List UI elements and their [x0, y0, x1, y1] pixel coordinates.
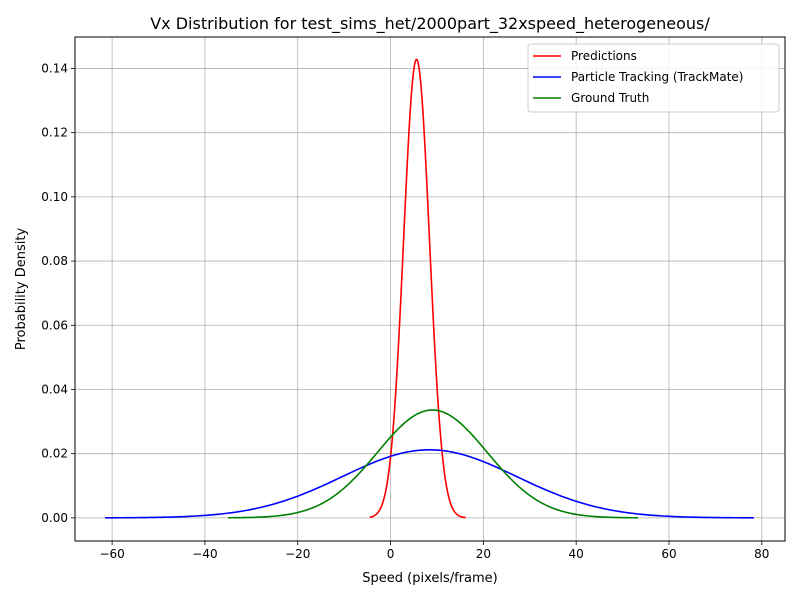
x-axis-ticks: −60 −40 −20 0 20 40 60 80: [99, 541, 769, 561]
y-tick-label: 0.00: [41, 511, 68, 525]
series-line-ground-truth: [228, 409, 638, 519]
x-axis-label: Speed (pixels/frame): [362, 571, 498, 586]
chart-title: Vx Distribution for test_sims_het/2000pa…: [150, 14, 710, 34]
y-tick-label: 0.04: [41, 382, 68, 396]
x-tick-label: −60: [99, 547, 124, 561]
x-tick-label: 0: [387, 547, 395, 561]
legend: Predictions Particle Tracking (TrackMate)…: [527, 43, 780, 113]
plot-area: [75, 37, 785, 541]
y-tick-label: 0.02: [41, 447, 68, 461]
legend-box: [527, 43, 780, 113]
y-tick-label: 0.10: [41, 190, 68, 204]
x-tick-label: −40: [192, 547, 217, 561]
x-tick-label: 20: [476, 547, 491, 561]
series-line-predictions: [369, 58, 466, 519]
y-tick-label: 0.12: [41, 126, 68, 140]
legend-label: Ground Truth: [571, 91, 649, 105]
y-tick-label: 0.08: [41, 254, 68, 268]
series-layer: [105, 58, 754, 519]
x-tick-label: −20: [285, 547, 310, 561]
y-axis-label: Probability Density: [14, 228, 29, 351]
y-axis-ticks: 0.00 0.02 0.04 0.06 0.08 0.10 0.12 0.14: [41, 61, 75, 525]
x-tick-label: 40: [569, 547, 584, 561]
series-line-particle-tracking-trackmate: [105, 449, 754, 519]
plot-frame: [74, 36, 786, 542]
y-tick-label: 0.14: [41, 61, 68, 75]
legend-label: Particle Tracking (TrackMate): [571, 70, 743, 84]
grid: [75, 37, 785, 541]
legend-label: Predictions: [571, 49, 637, 63]
x-tick-label: 60: [661, 547, 676, 561]
y-tick-label: 0.06: [41, 318, 68, 332]
x-tick-label: 80: [754, 547, 769, 561]
